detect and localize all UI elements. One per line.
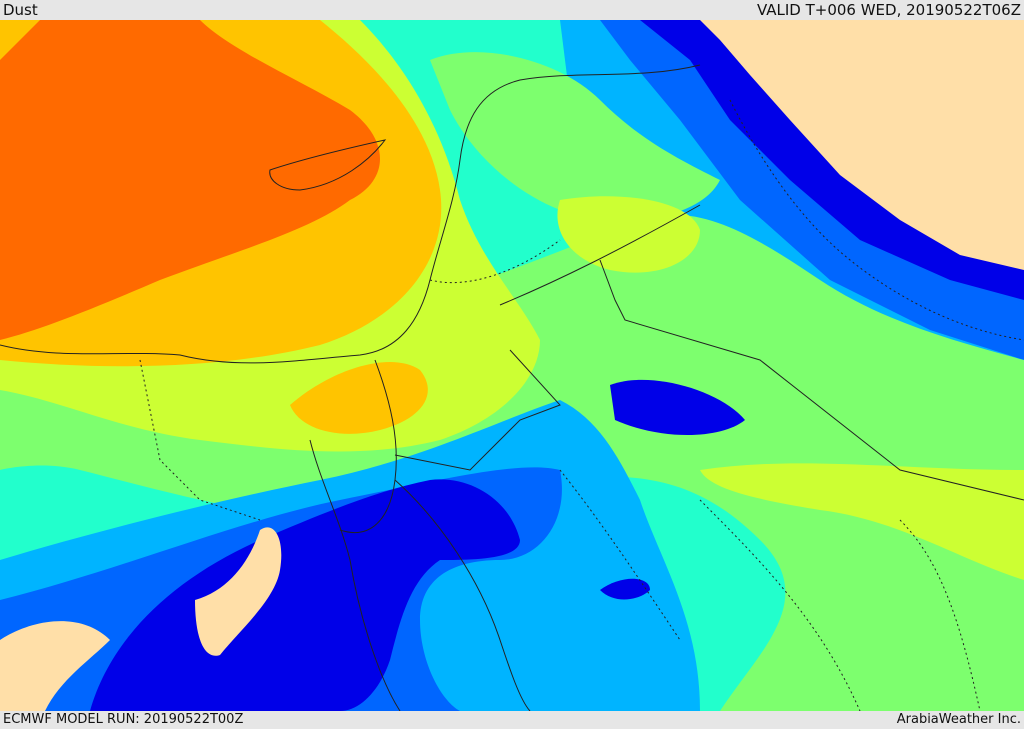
borders [394,204,1024,501]
coastlines [0,64,701,711]
model-run-label: ECMWF MODEL RUN: 20190522T00Z [3,712,244,727]
dust-level-8-region [0,20,380,340]
footer-bar: ECMWF MODEL RUN: 20190522T00Z ArabiaWeat… [0,711,1024,729]
field-title: Dust [3,1,38,19]
dust-level-0-region [700,20,1024,270]
valid-time-label: VALID T+006 WED, 20190522T06Z [756,1,1021,19]
dust-level-1-region-small [600,578,650,600]
dust-level-1-region-mid [610,379,745,435]
dust-level-6-region-east [700,463,1024,580]
dust-level-5-region-north [430,52,720,221]
credit-label: ArabiaWeather Inc. [896,712,1021,727]
dust-map[interactable] [0,20,1024,711]
internal-boundaries [139,99,1024,711]
map-canvas [0,20,1024,711]
dust-level-0-region-sw [0,621,110,711]
dust-level-0-region-south [195,527,282,656]
dust-level-7-region-sinai [290,362,428,434]
dust-level-6-region-ne [557,196,700,273]
dust-level-1-region-south [90,479,520,711]
header-bar: Dust VALID T+006 WED, 20190522T06Z [0,0,1024,20]
